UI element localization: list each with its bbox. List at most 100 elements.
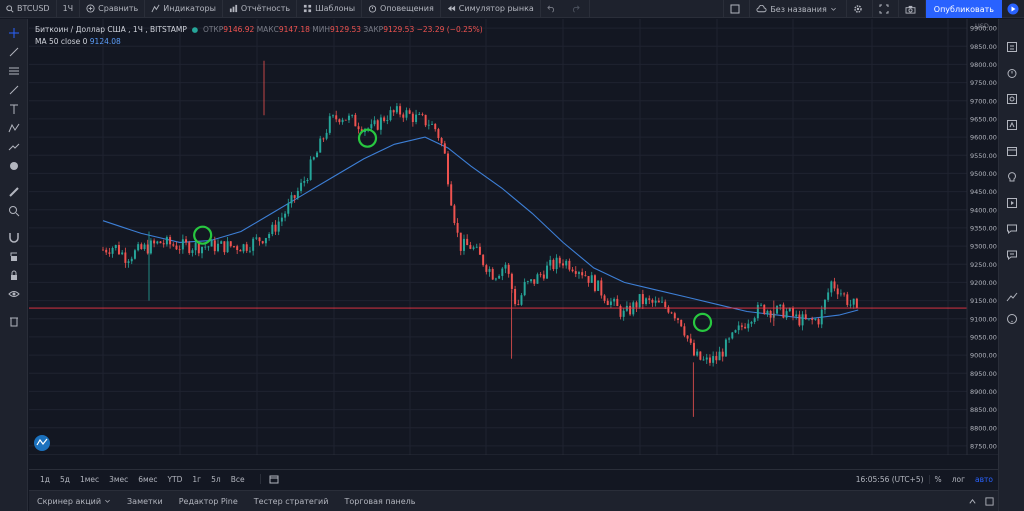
- magnet-icon[interactable]: [6, 229, 22, 245]
- chevron-up-icon[interactable]: [968, 497, 977, 506]
- range-button[interactable]: 5л: [211, 474, 221, 484]
- redo-button[interactable]: [565, 0, 590, 18]
- price-tick-label: 9650.00: [970, 115, 997, 123]
- candle-body: [635, 302, 638, 308]
- interval-button[interactable]: 1Ч: [57, 0, 81, 18]
- fullscreen-button[interactable]: [873, 0, 899, 18]
- goto-date-button[interactable]: [259, 474, 279, 484]
- layout-name-button[interactable]: Без названия: [750, 0, 847, 18]
- tab-strategy-tester[interactable]: Тестер стратегий: [246, 497, 337, 506]
- candle-body: [823, 299, 826, 310]
- trash-icon[interactable]: [6, 313, 22, 329]
- compare-button[interactable]: Сравнить: [80, 0, 146, 18]
- undo-button[interactable]: [541, 0, 565, 18]
- chart-pane[interactable]: 9129.5354:04 USD8750.008800.008850.00890…: [29, 19, 998, 469]
- candle-body: [763, 304, 766, 314]
- settings-button[interactable]: [847, 0, 873, 18]
- publish-button[interactable]: Опубликовать: [925, 0, 1002, 18]
- candle-body: [309, 159, 312, 180]
- candle-body: [264, 238, 267, 244]
- candle-body: [491, 269, 494, 280]
- symbol-search-button[interactable]: BTCUSD: [0, 0, 57, 18]
- candle-body: [852, 298, 855, 305]
- fib-icon[interactable]: [6, 63, 22, 79]
- price-axis[interactable]: USD 8750.00 8800.00 8850.00 8900.00 8950.00 90…: [966, 19, 998, 469]
- candle-body: [776, 306, 779, 314]
- ruler-icon[interactable]: [6, 184, 22, 200]
- range-button[interactable]: 3мес: [109, 474, 129, 484]
- alerts-button[interactable]: Оповещения: [362, 0, 441, 18]
- private-chats-icon[interactable]: [1004, 247, 1020, 263]
- candle-body: [785, 311, 788, 318]
- candle-body: [411, 113, 414, 123]
- tab-notes[interactable]: Заметки: [119, 497, 171, 506]
- candle-body: [648, 298, 651, 300]
- range-button[interactable]: 5д: [59, 474, 70, 484]
- candle-body: [849, 304, 852, 306]
- price-tick-label: 9450.00: [970, 188, 997, 196]
- candle-body: [715, 356, 718, 361]
- templates-label: Шаблоны: [315, 4, 356, 13]
- ideas-icon[interactable]: [1004, 169, 1020, 185]
- tab-screener[interactable]: Скринер акций: [29, 497, 119, 506]
- layout-toggle-button[interactable]: [723, 0, 751, 18]
- range-button[interactable]: 1мес: [79, 474, 100, 484]
- range-button[interactable]: Все: [230, 474, 245, 484]
- layout-name-label: Без названия: [770, 4, 827, 14]
- candle-body: [462, 238, 465, 251]
- reports-button[interactable]: Отчётность: [223, 0, 298, 18]
- candle-body: [593, 275, 596, 291]
- lock-drawing-icon[interactable]: [6, 248, 22, 264]
- streams-icon[interactable]: [1004, 195, 1020, 211]
- price-tick-label: 9300.00: [970, 243, 997, 251]
- maximize-icon[interactable]: [985, 497, 994, 506]
- text-icon[interactable]: [6, 101, 22, 117]
- data-window-icon[interactable]: [1004, 91, 1020, 107]
- pattern-icon[interactable]: [6, 120, 22, 136]
- candle-body: [191, 250, 194, 253]
- range-button[interactable]: 1д: [40, 474, 50, 484]
- templates-button[interactable]: Шаблоны: [297, 0, 363, 18]
- range-button[interactable]: 1г: [192, 474, 202, 484]
- plus-circle-icon: [86, 4, 95, 13]
- brush-icon[interactable]: [6, 82, 22, 98]
- zoom-in-icon[interactable]: [6, 203, 22, 219]
- range-button[interactable]: 6мес: [138, 474, 158, 484]
- price-tick-label: 8800.00: [970, 424, 997, 432]
- crosshair-icon[interactable]: [6, 25, 22, 41]
- candle-body: [494, 278, 497, 280]
- prediction-icon[interactable]: [6, 139, 22, 155]
- price-tick-label: 8750.00: [970, 442, 997, 450]
- log-toggle[interactable]: лог: [951, 475, 966, 484]
- trading-panel-icon[interactable]: [1004, 289, 1020, 305]
- indicators-button[interactable]: Индикаторы: [145, 0, 223, 18]
- trend-line-icon[interactable]: [6, 44, 22, 60]
- candle-body: [501, 268, 504, 276]
- replay-label: Симулятор рынка: [458, 4, 534, 13]
- alarm-icon[interactable]: [1004, 65, 1020, 81]
- clock-time[interactable]: 16:05:56 (UTC+5): [855, 475, 924, 484]
- snapshot-button[interactable]: [899, 0, 926, 18]
- lock-icon[interactable]: [6, 267, 22, 283]
- auto-toggle[interactable]: авто: [975, 475, 993, 484]
- square-icon: [730, 4, 740, 14]
- play-button[interactable]: [1002, 0, 1024, 18]
- eye-icon[interactable]: [6, 286, 22, 302]
- candle-body: [584, 275, 587, 277]
- tab-pine-editor[interactable]: Редактор Pine: [171, 497, 246, 506]
- candle-body: [696, 351, 699, 356]
- chart-grid: [29, 19, 967, 455]
- candle-body: [124, 252, 127, 263]
- help-icon[interactable]: [1004, 311, 1020, 327]
- hotlists-icon[interactable]: [1004, 117, 1020, 133]
- calendar-icon[interactable]: [1004, 143, 1020, 159]
- price-chart[interactable]: 9129.5354:04 USD8750.008800.008850.00890…: [29, 19, 998, 469]
- chats-icon[interactable]: [1004, 221, 1020, 237]
- watchlist-icon[interactable]: [1004, 39, 1020, 55]
- range-button[interactable]: YTD: [167, 474, 183, 484]
- tab-trading-panel[interactable]: Торговая панель: [336, 497, 423, 506]
- replay-button[interactable]: Симулятор рынка: [441, 0, 541, 18]
- candle-body: [453, 205, 456, 224]
- percent-toggle[interactable]: %: [928, 475, 947, 484]
- shapes-icon[interactable]: [6, 158, 22, 174]
